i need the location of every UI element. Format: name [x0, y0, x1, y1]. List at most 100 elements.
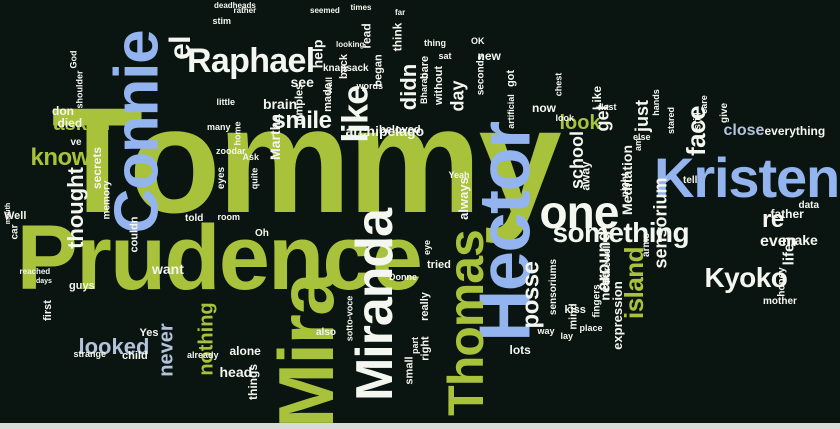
cloud-word: chest: [553, 72, 564, 96]
cloud-word: strange: [73, 348, 107, 359]
cloud-word: still: [692, 112, 704, 130]
cloud-word: el: [163, 36, 197, 60]
cloud-word: hands: [650, 88, 661, 116]
cloud-word: mind: [567, 302, 580, 330]
cloud-word: reached: [19, 267, 51, 276]
cloud-word: data: [798, 200, 820, 211]
cloud-word: posse: [516, 261, 544, 329]
cloud-word: knapsack: [323, 63, 369, 74]
cloud-word: zoodar: [216, 145, 246, 156]
cloud-word: look: [559, 112, 601, 134]
cloud-word: day: [447, 80, 468, 112]
cloud-word: stared: [665, 106, 676, 134]
cloud-word: one: [539, 186, 620, 238]
cloud-word: father: [770, 207, 804, 221]
cloud-word: sotto-voce: [344, 295, 355, 341]
cloud-word: never: [155, 323, 178, 377]
cloud-word: looking: [336, 40, 365, 49]
cloud-word: sensorium: [650, 177, 671, 269]
cloud-word: child: [122, 349, 148, 362]
cloud-word: died: [57, 116, 83, 130]
cloud-word: give: [719, 102, 731, 124]
cloud-word: Miranda: [346, 208, 405, 402]
cloud-word: part: [409, 336, 420, 354]
cloud-word: wall: [323, 76, 334, 94]
cloud-word: room: [217, 211, 241, 222]
cloud-word: Donne: [389, 271, 417, 282]
cloud-word: without: [432, 65, 445, 105]
cloud-word: also: [316, 327, 337, 338]
cloud-word: deadheads: [214, 1, 256, 10]
cloud-word: days: [36, 277, 52, 285]
cloud-word: don: [52, 104, 74, 118]
cloud-word: asked: [53, 113, 111, 135]
cloud-word: help: [308, 39, 325, 69]
cloud-word: way: [537, 325, 555, 336]
cloud-word: stim: [212, 15, 232, 26]
cloud-word: artificial: [505, 93, 516, 129]
cloud-word: new: [477, 49, 501, 63]
cloud-word: else: [633, 131, 651, 142]
cloud-word: Farewell: [602, 242, 614, 284]
cloud-word: got: [504, 69, 517, 87]
cloud-word: alone: [229, 344, 261, 358]
cloud-word: now: [532, 101, 556, 115]
cloud-word: think: [389, 22, 404, 52]
cloud-word: always: [455, 176, 471, 220]
cloud-word: mouth: [4, 202, 12, 224]
cloud-word: Kristen: [654, 146, 840, 209]
cloud-word: want: [152, 261, 184, 277]
cloud-word: Connie: [101, 30, 171, 234]
cloud-word: Bharati: [418, 72, 429, 104]
cloud-word: thought: [62, 167, 88, 249]
cloud-word: tell: [683, 175, 698, 186]
cloud-word: small: [403, 355, 416, 385]
cloud-word: Thomas: [437, 230, 494, 416]
cloud-word: Prudence: [16, 207, 423, 309]
cloud-word: eyes: [216, 166, 228, 190]
cloud-word: lots: [509, 343, 531, 357]
cloud-word: kiss: [564, 303, 586, 316]
cloud-word: eye: [421, 239, 432, 255]
cloud-word: tried: [427, 258, 451, 271]
cloud-word: Ask: [242, 151, 260, 162]
cloud-word: many: [207, 121, 231, 132]
cloud-word: far: [395, 8, 406, 17]
cloud-word: lay: [560, 330, 574, 341]
cloud-word: Martha: [266, 114, 283, 160]
cloud-word: dimples: [293, 83, 306, 125]
cloud-word: island: [619, 246, 650, 320]
cloud-word: sensoriums: [548, 258, 560, 316]
cloud-word: away: [578, 161, 593, 191]
cloud-word: words: [356, 80, 384, 91]
cloud-word: told: [185, 213, 204, 224]
cloud-word: expression: [609, 280, 625, 350]
cloud-word: look: [555, 112, 575, 123]
cloud-word: quite: [249, 167, 260, 189]
cloud-word: Raphael: [187, 42, 315, 80]
cloud-word: close: [723, 122, 765, 139]
cloud-word: mother: [763, 296, 797, 307]
cloud-word: sat: [438, 50, 452, 61]
cloud-word: Oh: [255, 228, 269, 239]
cloud-word: last: [601, 101, 617, 112]
cloud-word: really: [418, 291, 431, 321]
cloud-word: night: [620, 172, 632, 198]
cloud-word: Mira: [262, 273, 351, 429]
cloud-word: smile: [272, 107, 332, 134]
cloud-word: Kyoko: [704, 262, 788, 293]
cloud-word: place: [579, 322, 603, 333]
cloud-word: little: [216, 96, 236, 107]
cloud-word: Well: [4, 209, 27, 222]
cloud-word: thing: [424, 37, 446, 48]
cloud-word: brain: [263, 96, 298, 112]
cloud-word: archipelago: [345, 123, 425, 139]
cloud-word: rather: [233, 6, 257, 15]
cloud-word: memory: [100, 180, 112, 220]
cloud-word: re: [762, 206, 784, 233]
cloud-word: just: [632, 99, 653, 133]
cloud-word: guys: [69, 279, 95, 292]
cloud-word: things: [246, 364, 260, 400]
cloud-word: home: [232, 120, 243, 146]
